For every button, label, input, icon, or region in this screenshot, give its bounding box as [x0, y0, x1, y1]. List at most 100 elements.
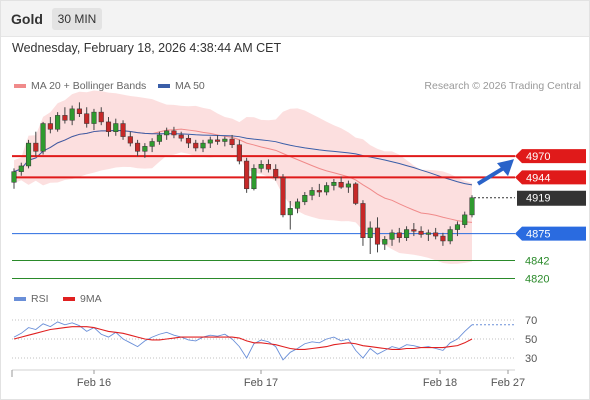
candle-body-1	[18, 165, 24, 172]
level-label-4970: 4970	[526, 151, 550, 163]
candle-60	[447, 226, 453, 245]
candle-body-59	[440, 235, 446, 242]
candle-body-58	[433, 232, 439, 237]
candle-body-60	[447, 229, 453, 242]
rsi-tick-30: 30	[525, 353, 537, 365]
candle-2	[25, 139, 32, 169]
candle-40	[302, 192, 308, 206]
candle-57	[425, 229, 431, 241]
candle-body-47	[353, 183, 359, 204]
timeframe-chip[interactable]: 30 MIN	[52, 8, 102, 30]
candle-body-63	[469, 197, 475, 216]
candle-52	[389, 229, 395, 246]
candle-body-48	[360, 203, 366, 238]
candle-body-5	[47, 123, 53, 130]
bollinger-band-area	[14, 90, 472, 264]
legend-label-ma50: MA 50	[175, 80, 205, 92]
candle-4	[40, 121, 46, 155]
candle-20	[156, 131, 162, 145]
candle-body-16	[127, 136, 133, 144]
level-label-4919: 4919	[526, 193, 550, 205]
legend-swatch-ma50	[158, 84, 170, 89]
candle-body-3	[33, 142, 39, 152]
legend-label-ma20: MA 20 + Bollinger Bands	[31, 80, 147, 92]
candle-body-23	[178, 134, 184, 139]
candle-8	[69, 105, 75, 126]
candle-body-56	[418, 230, 424, 235]
candle-body-52	[389, 232, 395, 240]
candle-body-46	[345, 183, 351, 188]
candle-13	[105, 117, 112, 137]
level-label-4875: 4875	[526, 229, 550, 241]
candle-46	[345, 180, 351, 193]
rsi-tick-70: 70	[525, 315, 537, 327]
candle-50	[374, 217, 381, 253]
candle-14	[113, 118, 119, 136]
level-label-bg-4944	[515, 170, 586, 185]
candle-53	[396, 227, 402, 243]
candle-body-18	[142, 146, 148, 152]
candle-32	[244, 157, 250, 193]
candle-49	[367, 221, 373, 255]
candle-42	[316, 183, 322, 197]
level-label-4944: 4944	[526, 172, 550, 184]
x-tick-label-2: Feb 18	[423, 377, 457, 389]
candle-body-54	[404, 229, 410, 238]
candle-34	[258, 160, 264, 173]
candle-body-22	[171, 130, 177, 136]
legend-9ma: 9MA	[63, 293, 102, 305]
candle-5	[47, 117, 53, 134]
candle-body-0	[11, 171, 17, 183]
candle-body-24	[185, 137, 192, 144]
candle-body-19	[149, 141, 155, 147]
x-tick-label-0: Feb 16	[77, 377, 111, 389]
candle-body-36	[273, 168, 279, 178]
candle-body-31	[236, 144, 242, 162]
candle-56	[418, 226, 424, 238]
candle-body-35	[265, 164, 271, 170]
candle-35	[265, 159, 271, 173]
candle-body-44	[331, 182, 337, 186]
candle-body-38	[287, 208, 293, 216]
symbol-label: Gold	[11, 11, 43, 27]
candle-38	[287, 201, 293, 230]
rsi-series-9ma	[13, 326, 473, 351]
candle-body-45	[338, 182, 344, 188]
candle-body-62	[462, 214, 468, 225]
candle-body-2	[25, 142, 32, 167]
candle-61	[454, 221, 461, 237]
candle-body-39	[294, 201, 301, 209]
candle-1	[18, 162, 24, 176]
candle-body-61	[454, 224, 461, 230]
candle-62	[462, 211, 468, 228]
candle-body-25	[193, 142, 199, 149]
forecast-arrow-head	[497, 159, 514, 177]
chart-header-bar: Gold 30 MIN	[1, 1, 589, 37]
candle-55	[411, 223, 417, 237]
candle-body-15	[120, 123, 126, 137]
candle-body-9	[76, 108, 82, 115]
candle-body-29	[222, 138, 228, 142]
rsi-series-rsi	[13, 321, 473, 361]
candle-body-6	[55, 115, 61, 130]
candle-body-17	[135, 142, 141, 152]
candle-19	[149, 138, 155, 153]
level-label-4820: 4820	[525, 273, 549, 285]
candle-48	[360, 200, 366, 246]
candle-21	[164, 127, 170, 140]
candle-44	[331, 178, 337, 191]
candle-11	[91, 108, 97, 131]
candle-body-8	[69, 108, 75, 121]
candle-29	[222, 136, 228, 147]
candle-body-53	[396, 232, 402, 238]
candle-22	[171, 126, 177, 139]
candle-31	[236, 139, 242, 165]
candle-body-32	[244, 160, 250, 190]
candle-30	[229, 134, 235, 149]
candle-58	[433, 227, 439, 240]
candle-body-57	[425, 232, 431, 235]
level-label-bg-4970	[515, 149, 586, 164]
legend-ma20-bb: MA 20 + Bollinger Bands	[14, 80, 146, 92]
candle-18	[142, 143, 148, 158]
candle-51	[382, 236, 388, 250]
